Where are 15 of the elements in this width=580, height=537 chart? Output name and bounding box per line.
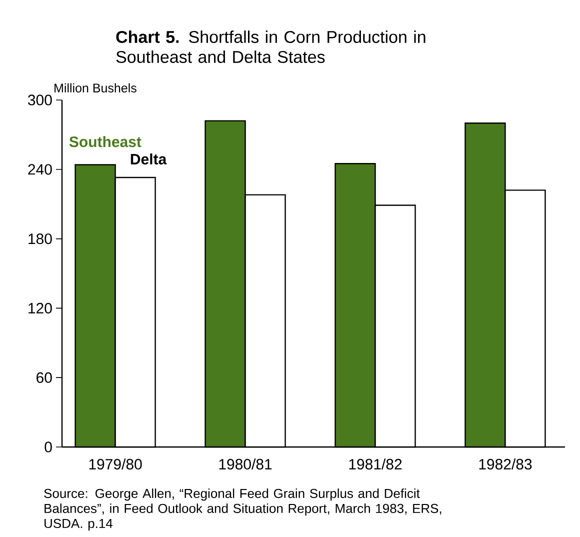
y-tick-label: 240	[28, 164, 52, 175]
series-label: Delta	[130, 153, 167, 164]
x-tick-label: 1982/83	[479, 458, 532, 470]
chart-title: Chart 5. Shortfalls in Corn Production in Southeast and Delta States	[116, 30, 426, 64]
x-tick-label: 1979/80	[89, 458, 142, 470]
y-tick-label: 0	[44, 442, 52, 452]
y-tick-label: 60	[36, 372, 52, 383]
x-tick-label: 1981/82	[349, 458, 402, 470]
y-axis-title: Million Bushels	[54, 83, 136, 92]
y-tick-label: 300	[28, 94, 52, 106]
series-label: Southeast	[69, 136, 142, 148]
x-tick-label: 1980/81	[219, 458, 272, 470]
y-tick-label: 120	[28, 302, 52, 314]
y-tick-label: 180	[28, 233, 52, 244]
source-note: Source: George Allen, “Regional Feed Grain Surplus and Deficit Balances”, in Feed Outlook and Situation Report, March 1983, ERS, USDA. p.14	[44, 488, 442, 531]
